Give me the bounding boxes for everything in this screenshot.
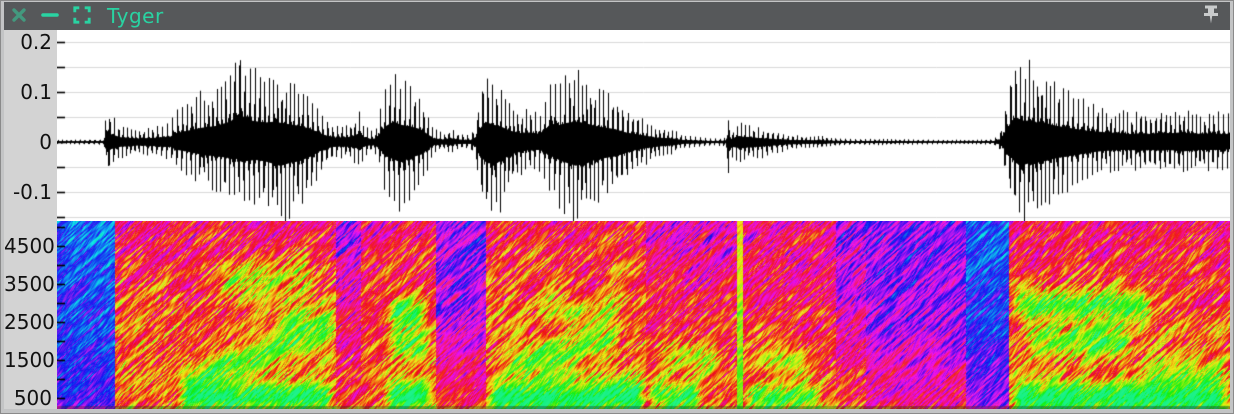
waveform-axis-label: 0	[39, 130, 52, 154]
waveform-canvas[interactable]	[57, 30, 1230, 221]
waveform-axis-label: -0.1	[12, 180, 52, 204]
close-button[interactable]	[4, 2, 34, 30]
spectrogram-axis-label: 3500	[4, 272, 55, 297]
waveform-panel: 0.2 0.1 0 -0.1	[4, 30, 1230, 221]
minimize-button[interactable]	[34, 2, 66, 30]
spectrogram-panel: 4500 3500 2500 1500 500	[4, 221, 1230, 409]
spectrogram-axis-label: 1500	[4, 348, 55, 372]
spectrogram-axis-label: 4500	[4, 234, 55, 259]
window-title: Tyger	[107, 4, 164, 28]
waveform-axis-label: 0.2	[20, 30, 52, 54]
waveform-axis-label: 0.1	[20, 80, 52, 104]
close-icon	[11, 7, 27, 26]
pin-icon	[1202, 4, 1220, 28]
maximize-icon	[73, 5, 91, 27]
pin-button[interactable]	[1195, 2, 1230, 30]
maximize-button[interactable]	[66, 2, 98, 30]
spectrogram-axis-label: 500	[13, 385, 52, 410]
titlebar: Tyger	[4, 2, 1230, 30]
waveform-y-axis: 0.2 0.1 0 -0.1	[4, 30, 57, 221]
spectrogram-axis-label: 2500	[4, 310, 55, 335]
spectrogram-canvas[interactable]	[57, 221, 1230, 409]
spectrogram-y-axis: 4500 3500 2500 1500 500	[4, 221, 57, 409]
minimize-icon	[41, 7, 59, 26]
